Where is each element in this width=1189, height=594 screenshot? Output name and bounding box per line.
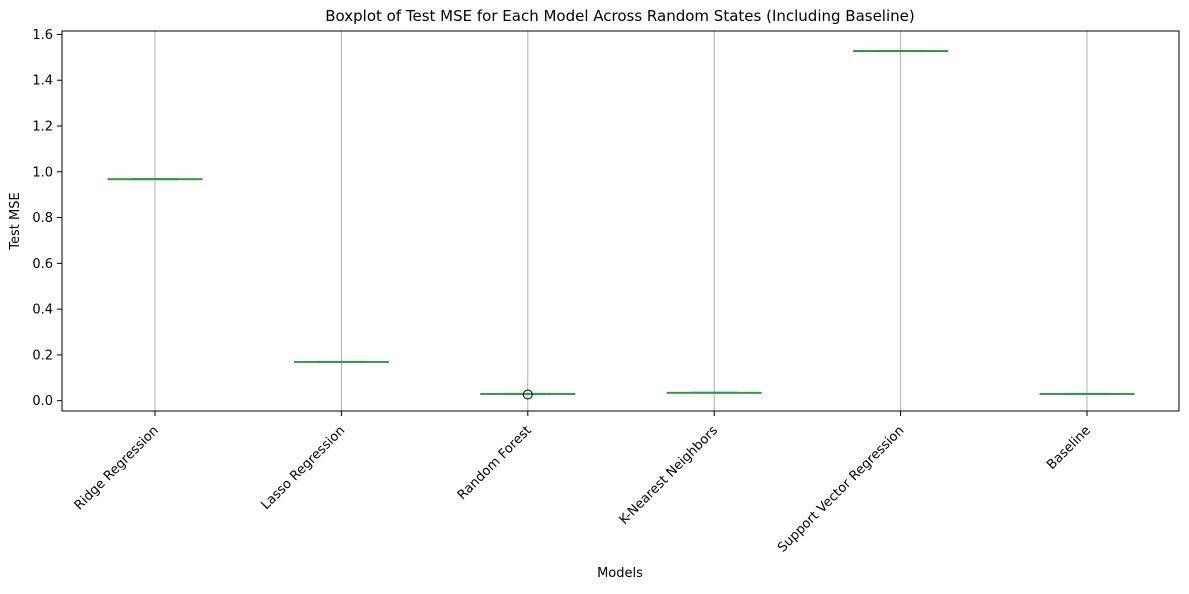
y-tick-label: 0.2 [32, 348, 53, 363]
y-tick-label: 0.6 [32, 257, 53, 272]
x-tick-label: Support Vector Regression [775, 423, 907, 555]
box-ridge-regression [107, 178, 203, 181]
x-tick-label: Lasso Regression [258, 423, 348, 513]
tick-layer: Ridge Regression Lasso Regression Random F… [32, 28, 1094, 556]
y-axis-label: Test MSE [8, 192, 23, 250]
box-layer [107, 49, 1135, 400]
box-random-forest [480, 389, 576, 400]
box-support-vector-regression [853, 49, 949, 52]
y-tick-label: 1.2 [32, 120, 53, 135]
x-tick-label: Baseline [1044, 423, 1094, 473]
y-tick-label: 1.6 [32, 28, 53, 43]
box-baseline [1039, 392, 1135, 395]
box-lasso-regression [293, 360, 389, 363]
y-tick-label: 0.4 [32, 303, 53, 318]
plot-frame [61, 30, 1180, 412]
y-tick-label: 1.4 [32, 74, 53, 89]
x-tick-label: Ridge Regression [72, 423, 162, 513]
x-tick-label: Random Forest [455, 423, 535, 503]
box-k-nearest-neighbors [666, 391, 762, 394]
y-tick-label: 0.0 [32, 394, 53, 409]
outlier-point [522, 389, 533, 400]
x-tick-label: K-Nearest Neighbors [617, 423, 722, 528]
x-axis-label: Models [597, 566, 643, 581]
chart-title: Boxplot of Test MSE for Each Model Acros… [325, 7, 914, 25]
y-tick-label: 1.0 [32, 165, 53, 180]
y-tick-label: 0.8 [32, 211, 53, 226]
grid-layer [154, 31, 1088, 411]
